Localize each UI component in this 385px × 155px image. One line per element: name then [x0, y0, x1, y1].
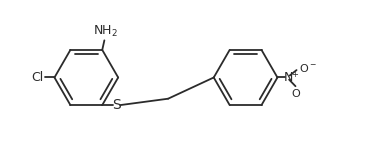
Text: S: S: [112, 98, 121, 112]
Text: N: N: [283, 71, 293, 84]
Text: Cl: Cl: [32, 71, 44, 84]
Text: +: +: [291, 70, 298, 79]
Text: O$^-$: O$^-$: [299, 62, 317, 74]
Text: NH$_2$: NH$_2$: [93, 24, 118, 39]
Text: O: O: [292, 89, 300, 99]
